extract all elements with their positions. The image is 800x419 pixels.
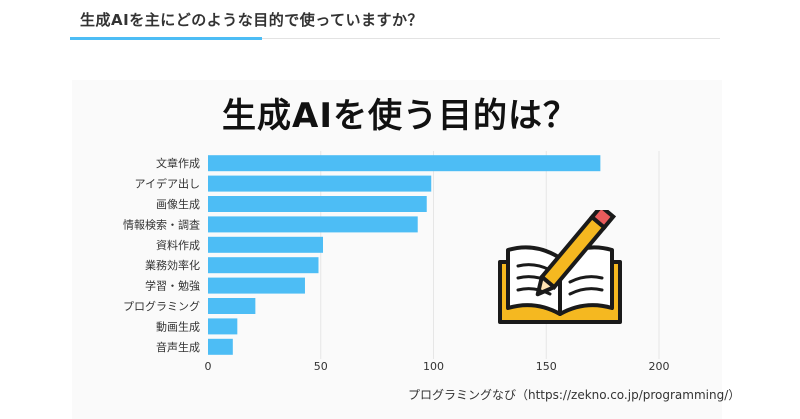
x-tick-label: 150	[536, 360, 557, 373]
category-label: プログラミング	[123, 299, 200, 313]
category-label: 動画生成	[156, 319, 200, 333]
bar	[208, 236, 324, 253]
category-label: 画像生成	[156, 197, 200, 211]
category-label: 資料作成	[156, 238, 200, 252]
category-label: 学習・勉強	[145, 279, 200, 293]
bar	[208, 277, 305, 294]
category-label: 音声生成	[156, 340, 200, 354]
x-tick-label: 200	[649, 360, 670, 373]
category-label: 業務効率化	[145, 258, 200, 272]
chart-title: 生成AIを使う目的は？	[222, 96, 578, 136]
heading-divider	[70, 38, 720, 39]
category-label: 情報検索・調査	[123, 217, 200, 231]
bar	[208, 175, 432, 192]
source-credit: プログラミングなび（https://zekno.co.jp/programmin…	[408, 388, 741, 402]
x-tick-label: 0	[205, 360, 212, 373]
bar	[208, 216, 418, 233]
bar	[208, 155, 601, 172]
heading-accent-bar	[70, 37, 262, 40]
bar	[208, 257, 319, 274]
bar	[208, 196, 427, 212]
bar	[208, 338, 233, 355]
page-heading: 生成AIを主にどのような目的で使っていますか？	[80, 11, 423, 29]
x-tick-label: 50	[314, 360, 328, 373]
category-label: 文章作成	[156, 156, 200, 170]
bar	[208, 298, 256, 314]
category-label: アイデア出し	[135, 177, 200, 191]
bar	[208, 318, 238, 335]
book-pencil-icon	[498, 210, 622, 324]
x-tick-label: 100	[423, 360, 444, 373]
